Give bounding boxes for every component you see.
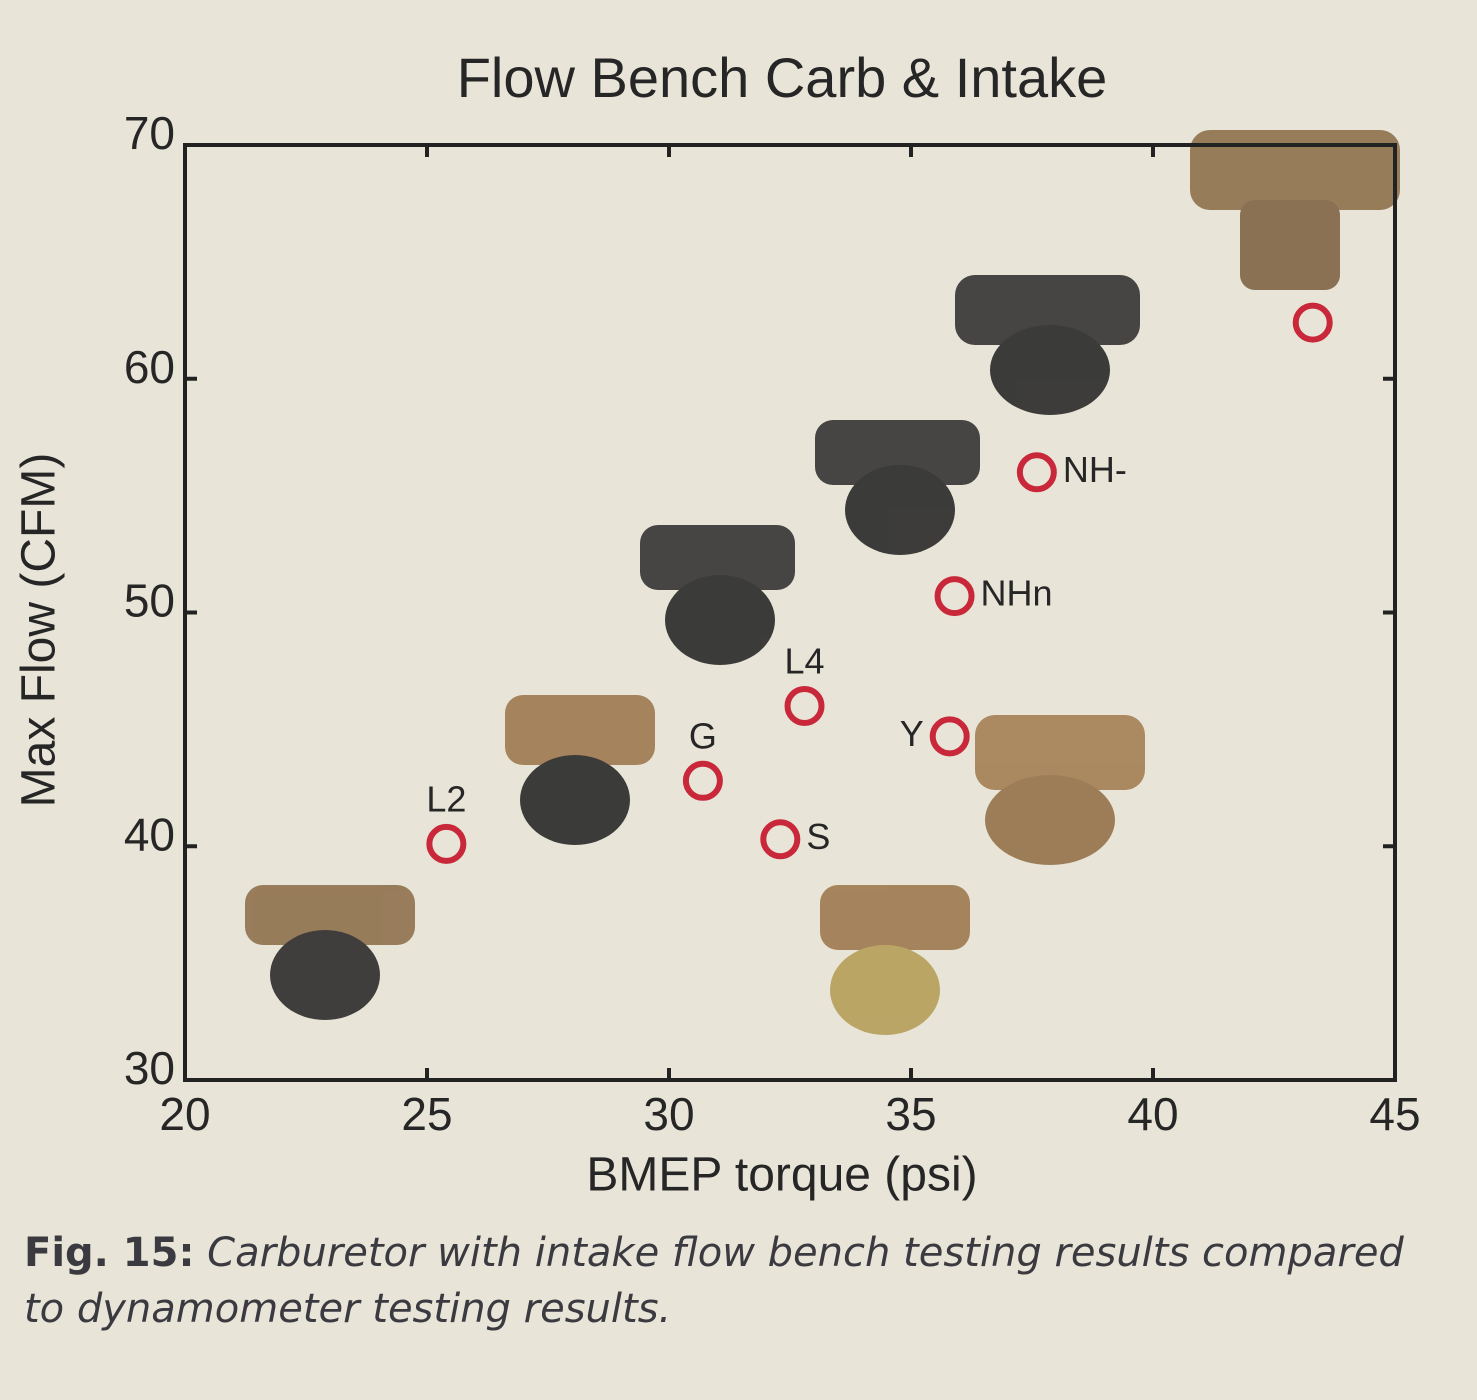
y-tick-label: 30 [124, 1042, 175, 1094]
y-tick-label: 40 [124, 808, 175, 860]
point-label: L2 [426, 778, 466, 819]
point [1016, 452, 1057, 493]
chart: Flow Bench Carb & Intake BMEP torque (ps… [13, 46, 1421, 1202]
point-label: Y [900, 713, 924, 754]
point [784, 686, 825, 726]
x-tick-label: 45 [1369, 1088, 1420, 1140]
chart-title: Flow Bench Carb & Intake [457, 46, 1108, 109]
x-tick-label: 30 [643, 1088, 694, 1140]
y-tick-label: 50 [124, 575, 175, 627]
x-tick-label: 20 [159, 1088, 210, 1140]
caption: Fig. 15: Carburetor with intake flow ben… [24, 1225, 1444, 1337]
point [929, 716, 970, 757]
y-tick-label: 60 [124, 341, 175, 393]
carb-illustrations [245, 130, 1400, 1035]
point-label: NH- [1063, 449, 1127, 490]
point [934, 576, 975, 617]
x-axis-label: BMEP torque (psi) [586, 1149, 977, 1202]
point-label: NHn [981, 573, 1053, 614]
x-tick-label: 40 [1127, 1088, 1178, 1140]
point-label: S [806, 816, 830, 857]
caption-text: Carburetor with intake flow bench testin… [24, 1230, 1404, 1332]
point [760, 819, 801, 860]
y-axis-label: Max Flow (CFM) [13, 453, 66, 808]
point-label: L4 [784, 641, 824, 682]
x-tick-label: 35 [885, 1088, 936, 1140]
point [682, 760, 723, 801]
y-tick-label: 70 [124, 107, 175, 159]
point-label: G [689, 715, 717, 756]
point [1292, 302, 1333, 343]
x-tick-label: 25 [401, 1088, 452, 1140]
caption-label: Fig. 15: [24, 1230, 195, 1276]
point [426, 823, 467, 864]
